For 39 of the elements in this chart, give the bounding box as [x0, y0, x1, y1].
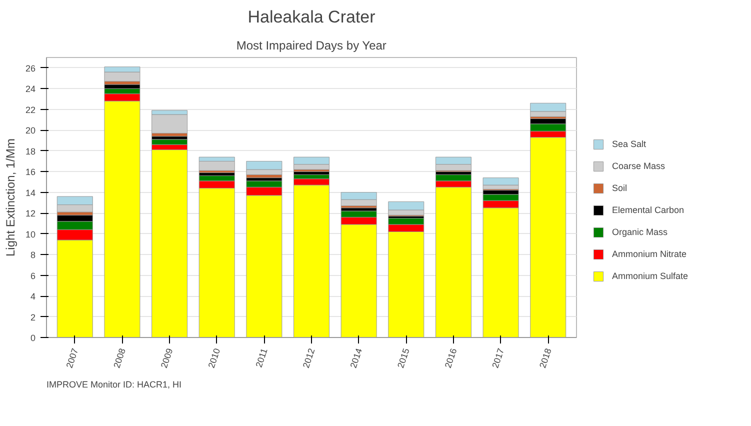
x-tick-label: 2016	[442, 347, 459, 370]
y-axis-title: Light Extinction, 1/Mm	[3, 138, 18, 257]
x-tick-label: 2011	[254, 347, 270, 369]
legend-label: Ammonium Sulfate	[612, 271, 688, 281]
chart-subtitle: Most Impaired Days by Year	[236, 38, 386, 52]
y-tick-label: 20	[25, 126, 36, 136]
y-tick-label: 0	[30, 333, 36, 343]
legend-label: Soil	[612, 183, 628, 193]
y-tick-label: 2	[30, 312, 36, 322]
x-tick-label: 2015	[396, 347, 412, 370]
y-tick-label: 4	[30, 292, 36, 302]
text: IMPROVE Monitor ID: HACR1, HI	[46, 380, 182, 390]
y-tick-label: 14	[25, 188, 36, 198]
bar	[152, 114, 188, 134]
x-tick-label: 2008	[112, 347, 128, 370]
bar	[482, 178, 519, 186]
y-tick-label: 6	[30, 270, 36, 281]
x-tick-label: 2009	[158, 347, 175, 370]
legend-label: Ammonium Nitrate	[612, 249, 687, 259]
bar	[198, 160, 235, 171]
x-tick-label: 2014	[348, 347, 364, 370]
y-tick-label: 16	[25, 167, 36, 178]
legend-label: Elemental Carbon	[612, 205, 684, 215]
legend-label: Organic Mass	[612, 227, 668, 237]
y-tick-label: 26	[25, 63, 36, 74]
legend-label: Sea Salt	[612, 139, 646, 149]
x-tick-label: 2017	[490, 347, 506, 370]
y-tick-label: 22	[25, 104, 36, 115]
x-tick-label: 2007	[64, 347, 80, 370]
x-tick-label: 2010	[206, 347, 222, 370]
y-tick-label: 10	[25, 229, 36, 240]
y-tick-label: 24	[25, 84, 36, 94]
x-tick-label: 2018	[538, 347, 554, 370]
x-tick-label: 2012	[300, 347, 317, 370]
y-tick-label: 12	[25, 208, 36, 219]
chart-title: Haleakala Crater	[248, 8, 376, 26]
legend-label: Coarse Mass	[612, 161, 666, 171]
y-tick-label: 8	[30, 250, 36, 260]
y-tick-label: 18	[25, 146, 36, 156]
